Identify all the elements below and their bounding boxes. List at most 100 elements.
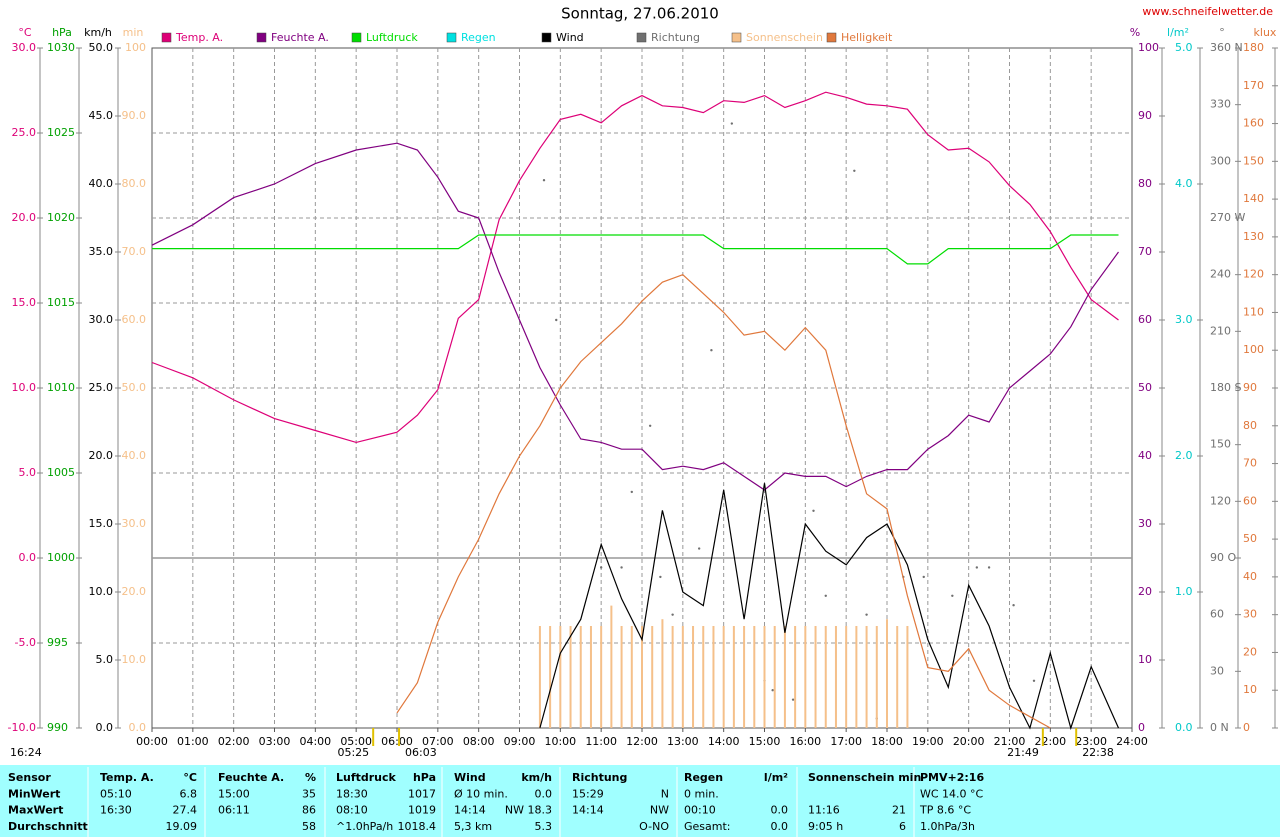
y-tick-label: 25.0 [89, 381, 114, 394]
table-background [0, 765, 1280, 837]
table-header: Feuchte A. [218, 771, 284, 784]
table-cell: 6.8 [180, 787, 198, 800]
table-header: km/h [521, 771, 552, 784]
direction-dot [987, 566, 991, 569]
series-line [151, 91, 1119, 444]
direction-dot [824, 594, 827, 597]
x-tick-label: 22:00 [1034, 735, 1066, 748]
direction-dot [812, 509, 815, 512]
table-cell: 00:10 [684, 804, 716, 817]
legend-swatch [826, 32, 837, 43]
table-header: hPa [413, 771, 436, 784]
table-header: Sonnenschein min [808, 771, 921, 784]
direction-dot [865, 613, 868, 616]
x-tick-label: 11:00 [585, 735, 617, 748]
y-tick-label: 90 [1243, 381, 1257, 394]
x-tick-label: 17:00 [830, 735, 862, 748]
axis-unit: ° [1219, 26, 1225, 39]
y-tick-label: 50.0 [122, 381, 147, 394]
table-cell: 16:30 [100, 804, 132, 817]
table-cell: 14:14 [572, 804, 604, 817]
y-tick-label: -5.0 [15, 636, 36, 649]
legend-swatch [161, 32, 172, 43]
x-tick-label: 12:00 [626, 735, 658, 748]
direction-dot [730, 122, 734, 125]
table-cell: 86 [302, 804, 316, 817]
direction-dot [791, 698, 795, 701]
table-cell: Durchschnitt [8, 820, 88, 833]
y-tick-label: 1.0 [1175, 585, 1193, 598]
direction-dot [975, 566, 979, 569]
sunshine-bar [702, 626, 705, 728]
x-tick-label: 09:00 [504, 735, 536, 748]
y-tick-label: 0 N [1210, 721, 1229, 734]
table-header: PMV+2:16 [920, 771, 984, 784]
sunshine-bar [845, 626, 848, 728]
axis-unit: min [123, 26, 144, 39]
y-tick-label: 0 [1138, 721, 1145, 734]
x-tick-label: 03:00 [259, 735, 291, 748]
legend-swatch [446, 32, 457, 43]
table-cell: 1019 [408, 804, 436, 817]
table-cell: 0.0 [771, 804, 789, 817]
y-tick-label: 80.0 [122, 177, 147, 190]
table-cell: 35 [302, 787, 316, 800]
y-tick-label: 5.0 [96, 653, 114, 666]
direction-dot [951, 594, 954, 597]
sunshine-bar [743, 626, 746, 728]
sunshine-bar [620, 626, 623, 728]
legend-swatch [541, 32, 552, 43]
y-tick-label: 180 [1243, 41, 1264, 54]
direction-dot [555, 318, 558, 322]
y-tick-label: 30.0 [12, 41, 37, 54]
sun-event: 21:49 [1007, 746, 1039, 759]
y-tick-label: 90.0 [122, 109, 147, 122]
table-header: Sensor [8, 771, 51, 784]
y-tick-label: 20.0 [122, 585, 147, 598]
legend-swatch [351, 32, 362, 43]
x-tick-label: 00:00 [136, 735, 168, 748]
y-tick-label: 100 [125, 41, 146, 54]
y-tick-label: 20.0 [12, 211, 37, 224]
sunshine-bar [834, 626, 837, 728]
x-tick-label: 02:00 [218, 735, 250, 748]
y-tick-label: 1000 [47, 551, 75, 564]
legend-label: Temp. A. [175, 31, 223, 44]
y-tick-label: 60 [1243, 494, 1257, 507]
table-cell: 5.3 [535, 820, 553, 833]
table-cell: 11:16 [808, 804, 840, 817]
legend-label: Wind [556, 31, 584, 44]
axis-unit: km/h [84, 26, 112, 39]
y-tick-label: 40.0 [89, 177, 114, 190]
y-tick-label: 1025 [47, 126, 75, 139]
sunshine-bar [630, 626, 633, 728]
legend-label: Richtung [651, 31, 700, 44]
y-tick-label: 0 [1243, 721, 1250, 734]
y-tick-label: 100 [1243, 343, 1264, 356]
table-cell: 06:11 [218, 804, 250, 817]
sunshine-bar [538, 626, 541, 728]
sunshine-bar [875, 626, 878, 728]
table-cell: 18:30 [336, 787, 368, 800]
y-tick-label: -10.0 [8, 721, 36, 734]
y-tick-label: 60 [1210, 608, 1224, 621]
y-tick-label: 360 N [1210, 41, 1243, 54]
x-tick-label: 04:00 [299, 735, 331, 748]
table-cell: MinWert [8, 787, 60, 800]
direction-dot [1032, 679, 1036, 682]
axis-unit: hPa [52, 26, 72, 39]
y-tick-label: 1015 [47, 296, 75, 309]
y-tick-label: 4.0 [1175, 177, 1193, 190]
direction-dot [648, 424, 652, 427]
table-header: Temp. A. [100, 771, 154, 784]
y-tick-label: 20 [1243, 645, 1257, 658]
table-cell: Gesamt: [684, 820, 731, 833]
y-tick-label: 50 [1138, 381, 1152, 394]
sunshine-bar [773, 626, 776, 728]
table-cell: 0 min. [684, 787, 719, 800]
legend-label: Luftdruck [366, 31, 418, 44]
sun-event: 05:25 [337, 746, 369, 759]
y-tick-label: 120 [1210, 494, 1231, 507]
y-tick-label: 180 S [1210, 381, 1241, 394]
